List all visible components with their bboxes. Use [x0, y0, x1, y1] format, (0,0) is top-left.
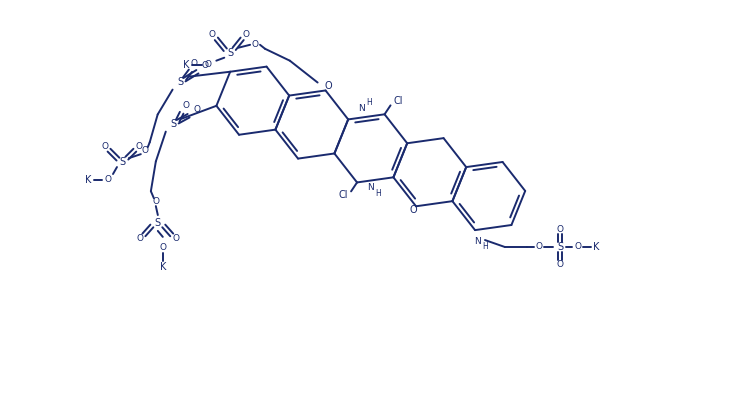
Text: O: O	[251, 40, 259, 49]
Text: O: O	[557, 224, 564, 234]
Text: O: O	[209, 30, 216, 39]
Text: O: O	[243, 30, 249, 39]
Text: H: H	[375, 189, 381, 198]
Text: S: S	[155, 218, 161, 228]
Text: O: O	[159, 243, 166, 252]
Text: O: O	[575, 242, 582, 252]
Text: S: S	[227, 48, 233, 58]
Text: O: O	[173, 234, 179, 243]
Text: O: O	[102, 142, 108, 151]
Text: H: H	[366, 98, 372, 107]
Text: O: O	[152, 197, 159, 206]
Text: S: S	[170, 119, 177, 129]
Text: O: O	[325, 82, 333, 92]
Text: N: N	[358, 104, 365, 113]
Text: S: S	[557, 242, 564, 252]
Text: N: N	[367, 183, 374, 192]
Text: H: H	[482, 242, 488, 252]
Text: O: O	[105, 176, 112, 185]
Text: O: O	[137, 234, 143, 243]
Text: O: O	[193, 105, 200, 114]
Text: N: N	[474, 236, 480, 246]
Text: O: O	[205, 60, 212, 69]
Text: O: O	[535, 242, 542, 252]
Text: O: O	[409, 205, 417, 215]
Text: O: O	[557, 260, 564, 269]
Text: O: O	[202, 61, 209, 70]
Text: O: O	[141, 146, 148, 155]
Text: O: O	[182, 101, 189, 110]
Text: Cl: Cl	[338, 190, 348, 200]
Text: K: K	[593, 242, 599, 252]
Text: K: K	[85, 175, 91, 185]
Text: O: O	[135, 142, 143, 151]
Text: S: S	[178, 77, 183, 87]
Text: Cl: Cl	[394, 96, 404, 106]
Text: K: K	[183, 60, 190, 70]
Text: O: O	[191, 59, 198, 68]
Text: K: K	[159, 261, 166, 272]
Text: S: S	[120, 157, 126, 167]
